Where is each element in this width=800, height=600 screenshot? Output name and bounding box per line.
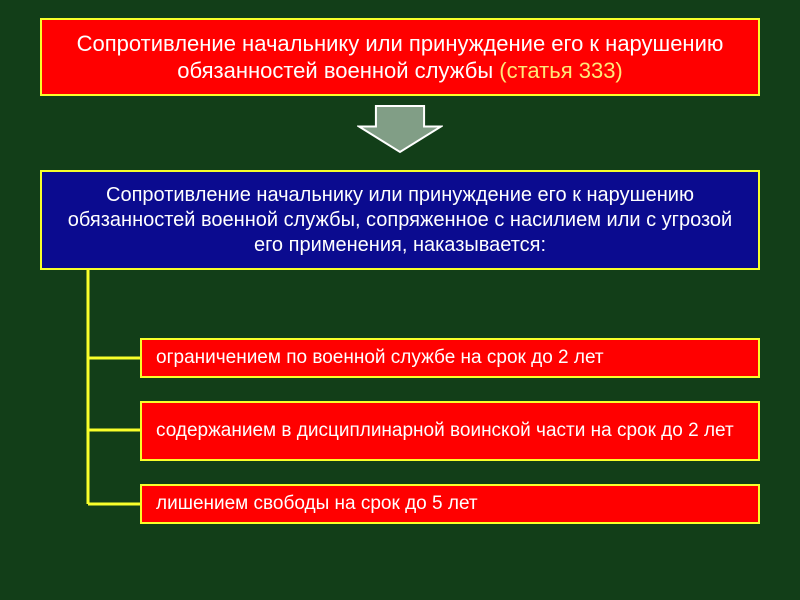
arrow-down-icon	[357, 104, 443, 154]
description-box: Сопротивление начальнику или принуждение…	[40, 170, 760, 270]
penalty-box-1: ограничением по военной службе на срок д…	[140, 338, 760, 378]
penalty-box-3: лишением свободы на срок до 5 лет	[140, 484, 760, 524]
connector-lines	[78, 270, 148, 530]
penalty-text-2: содержанием в дисциплинарной воинской ча…	[156, 419, 734, 443]
title-content: Сопротивление начальнику или принуждение…	[62, 30, 738, 85]
title-main-text: Сопротивление начальнику или принуждение…	[77, 31, 724, 84]
penalty-text-3: лишением свободы на срок до 5 лет	[156, 492, 478, 516]
description-text: Сопротивление начальнику или принуждение…	[62, 183, 738, 258]
title-box: Сопротивление начальнику или принуждение…	[40, 18, 760, 96]
penalty-text-1: ограничением по военной службе на срок д…	[156, 346, 604, 370]
penalty-box-2: содержанием в дисциплинарной воинской ча…	[140, 401, 760, 461]
slide-root: Сопротивление начальнику или принуждение…	[0, 0, 800, 600]
title-ref-text: (статья 333)	[499, 58, 623, 83]
